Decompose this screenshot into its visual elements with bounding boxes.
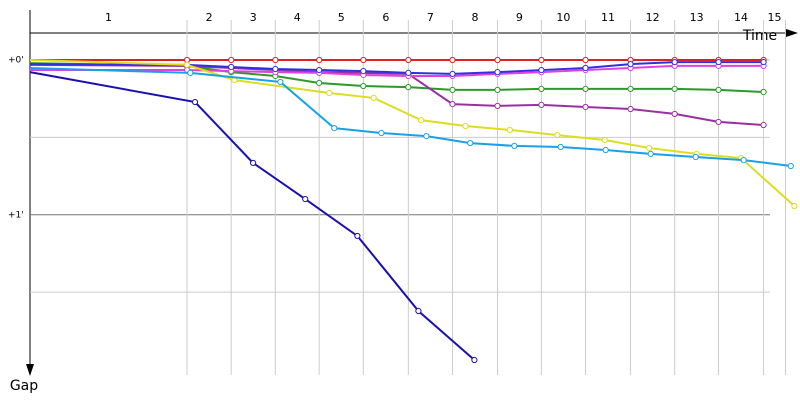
point (449, 101, 456, 108)
point (715, 86, 722, 94)
point (511, 142, 518, 150)
point (405, 56, 412, 64)
point (582, 56, 589, 64)
point (627, 105, 634, 113)
point (449, 86, 456, 94)
point (326, 89, 333, 97)
point (302, 195, 309, 203)
point (360, 82, 367, 90)
point (405, 83, 412, 91)
point (646, 144, 653, 152)
point (671, 110, 678, 118)
lap-label: 3 (250, 11, 257, 24)
point (494, 102, 501, 110)
point (272, 65, 279, 73)
point (538, 85, 545, 92)
point (467, 139, 474, 147)
point (449, 56, 456, 64)
point (760, 88, 767, 96)
point (538, 66, 545, 74)
point (627, 85, 634, 92)
lap-label: 15 (768, 11, 782, 24)
point (791, 202, 798, 210)
lap-label: 10 (556, 11, 570, 24)
point (249, 159, 257, 167)
point (228, 63, 235, 71)
lap-label: 7 (427, 11, 434, 24)
x-arrow (786, 29, 798, 37)
y-arrow (26, 364, 34, 376)
point (360, 67, 367, 75)
lap-label: 2 (206, 11, 213, 24)
point (602, 146, 609, 154)
series-line (29, 59, 796, 207)
point (272, 56, 279, 64)
point (183, 61, 191, 69)
point (417, 117, 425, 124)
lap-label: 8 (471, 11, 478, 24)
point (316, 66, 323, 74)
point (494, 69, 501, 76)
lap-label: 4 (294, 11, 301, 24)
point (554, 131, 561, 139)
point (191, 98, 199, 106)
point (228, 56, 235, 64)
point (423, 133, 430, 140)
point (715, 118, 722, 126)
point (405, 69, 412, 76)
point (760, 121, 767, 129)
point (692, 153, 699, 161)
series-line (29, 63, 764, 127)
lap-label: 6 (382, 11, 389, 24)
point (331, 125, 338, 132)
x-axis-label: Time (742, 28, 777, 44)
point (715, 58, 722, 66)
lap-label: 14 (734, 11, 748, 24)
point (316, 56, 323, 64)
point (787, 162, 794, 170)
point (740, 156, 747, 164)
point (494, 56, 501, 64)
lap-label: 1 (105, 11, 112, 24)
point (582, 64, 589, 72)
lap-label: 13 (690, 11, 704, 24)
y-tick-label: +1' (8, 210, 24, 220)
point (494, 86, 501, 94)
series-line (29, 66, 791, 168)
series-line (29, 71, 476, 361)
y-axis-label: Gap (10, 378, 38, 394)
point (760, 58, 767, 66)
point (582, 85, 589, 92)
lap-label: 9 (516, 11, 523, 24)
point (671, 85, 678, 92)
y-tick-label: +0' (8, 56, 24, 66)
point (316, 79, 323, 87)
point (627, 61, 634, 68)
point (449, 70, 456, 78)
point (187, 69, 194, 76)
point (601, 136, 608, 144)
point (354, 232, 361, 240)
point (378, 129, 385, 137)
lap-label: 5 (338, 11, 345, 24)
point (462, 122, 469, 130)
lap-label: 11 (601, 11, 615, 24)
point (557, 143, 564, 151)
point (370, 94, 377, 102)
lap-label: 12 (646, 11, 660, 24)
point (538, 101, 545, 108)
point (582, 103, 589, 111)
point (506, 126, 514, 134)
point (360, 56, 367, 64)
point (538, 56, 545, 64)
point (415, 307, 422, 315)
point (277, 78, 284, 86)
point (471, 356, 478, 364)
point (647, 150, 654, 158)
point (671, 58, 678, 66)
